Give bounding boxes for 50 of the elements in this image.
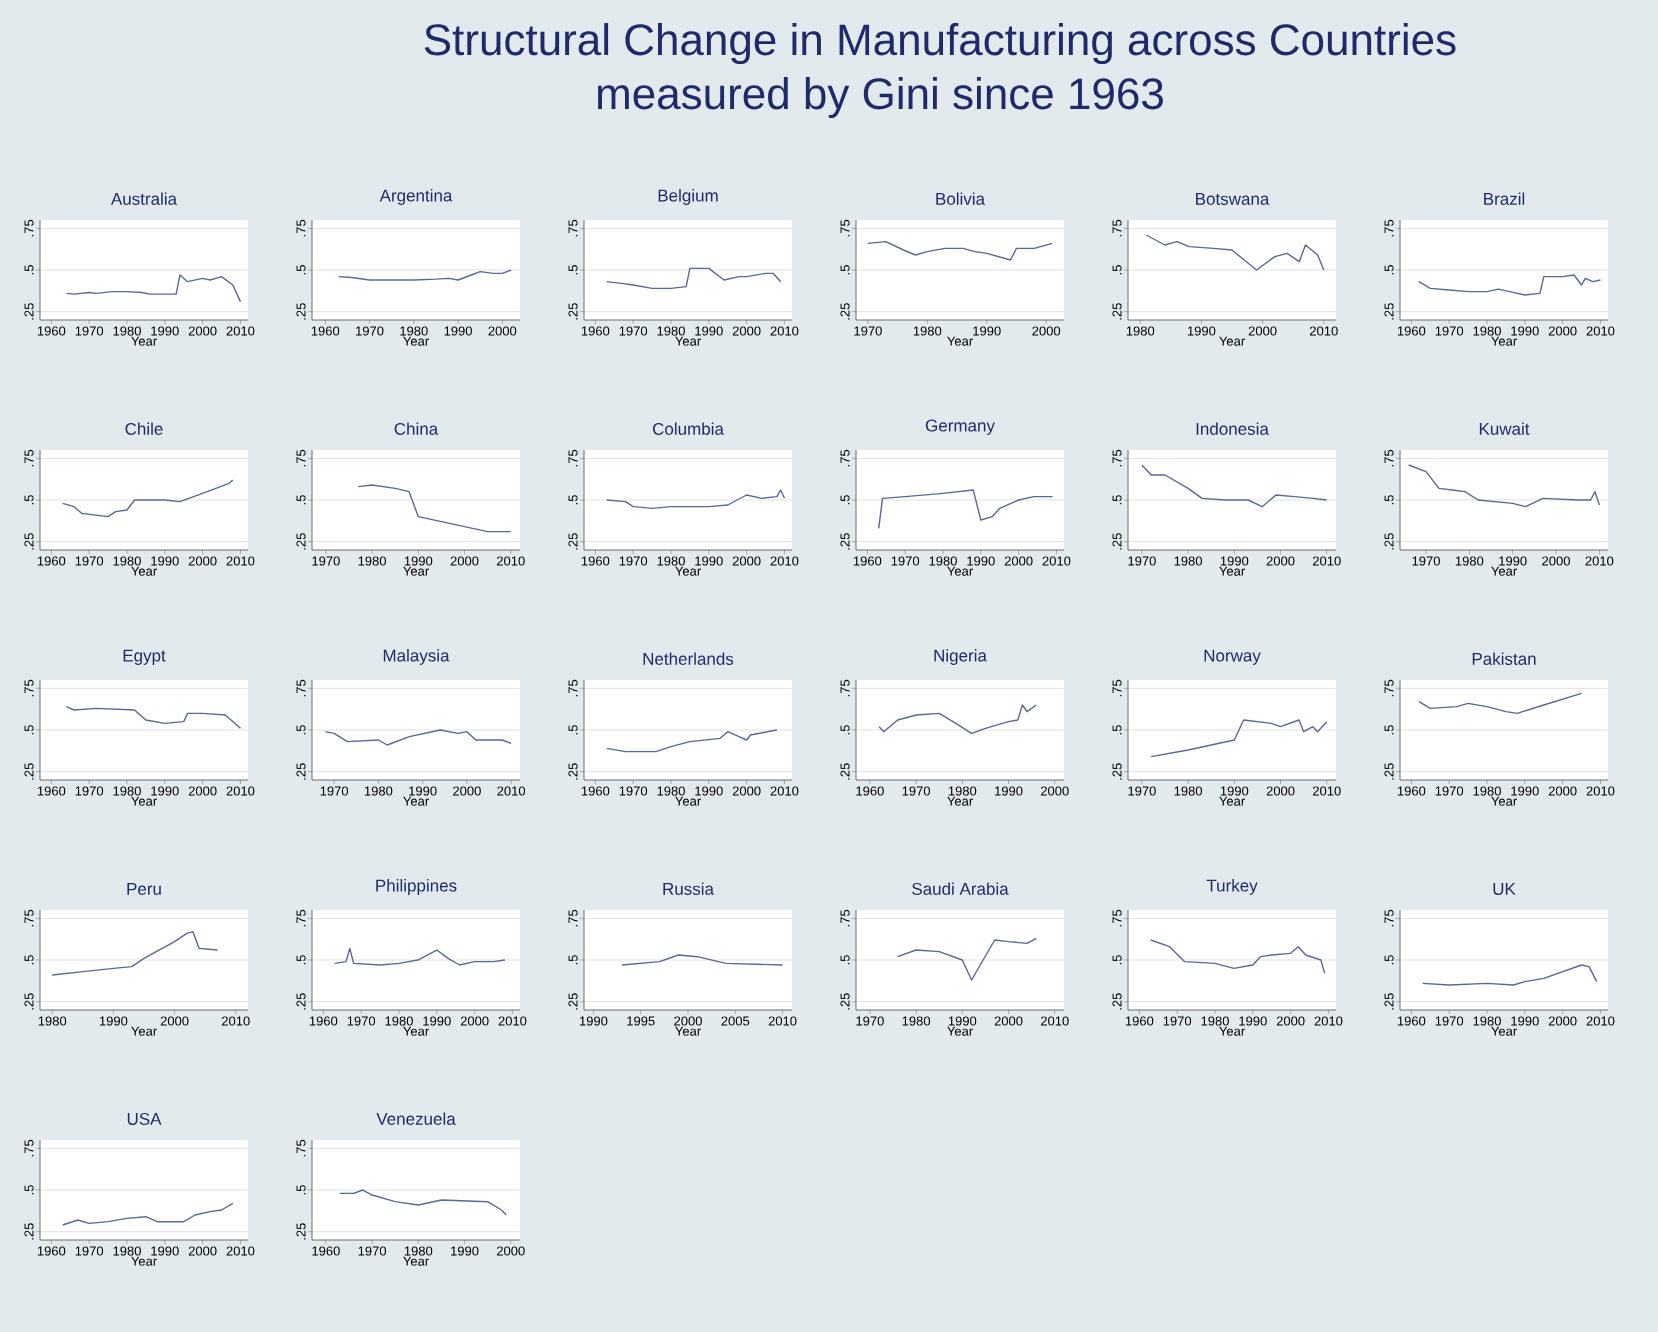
chart-title: Columbia — [652, 422, 724, 435]
chart-title: UK — [1493, 883, 1516, 895]
chart-title: Bolivia — [936, 192, 986, 205]
chart-title: Belgium — [658, 189, 718, 205]
line-series — [357, 484, 512, 533]
line-series — [606, 489, 786, 510]
chart-title: China — [394, 422, 439, 435]
line-series — [324, 729, 512, 746]
line-series — [1407, 464, 1601, 508]
chart-title: Saudi Arabia — [912, 882, 1009, 895]
line-series — [1418, 274, 1602, 296]
chart-title: Turkey — [1206, 879, 1258, 895]
chart-title: Indonesia — [1196, 422, 1269, 435]
chart-title: Kuwait — [1479, 422, 1530, 435]
line-series — [1141, 464, 1328, 508]
chart-title: Norway — [1204, 649, 1261, 665]
text: measured by Gini since 1963 — [597, 77, 1163, 119]
chart-title: Egypt — [123, 649, 166, 665]
chart-title: Germany — [925, 419, 995, 435]
chart-title: Philippines — [376, 879, 457, 895]
line-series — [51, 930, 219, 976]
line-series — [61, 479, 234, 518]
chart-title: Malaysia — [383, 649, 450, 665]
line-series — [1150, 719, 1328, 758]
chart-title: USA — [127, 1112, 162, 1125]
line-series — [606, 729, 778, 753]
line-series — [339, 1189, 507, 1216]
chart-title: Chile — [125, 422, 163, 435]
chart-title: Argentina — [379, 189, 453, 205]
line-series — [1150, 939, 1326, 975]
line-series — [896, 937, 1037, 981]
line-series — [867, 240, 1053, 261]
line-series — [1418, 692, 1583, 715]
text: Structural Change in Manufacturing across Countries — [424, 23, 1456, 65]
chart-title: Brazil — [1484, 192, 1525, 205]
line-series — [334, 947, 506, 966]
chart-title: Australia — [110, 192, 178, 205]
line-series — [1145, 234, 1325, 271]
chart-title: Pakistan — [1472, 652, 1536, 665]
chart-title: Russia — [663, 882, 714, 895]
chart-title: Nigeria — [934, 649, 987, 665]
chart-title: Venezuela — [376, 1112, 456, 1125]
line-series — [878, 704, 1037, 735]
chart-title: Botswana — [1196, 193, 1270, 205]
chart-title: Netherlands — [643, 652, 734, 665]
line-series — [65, 705, 242, 730]
line-series — [878, 489, 1054, 530]
chart-title: Peru — [127, 883, 161, 895]
line-series — [606, 267, 782, 290]
line-series — [61, 1202, 234, 1226]
